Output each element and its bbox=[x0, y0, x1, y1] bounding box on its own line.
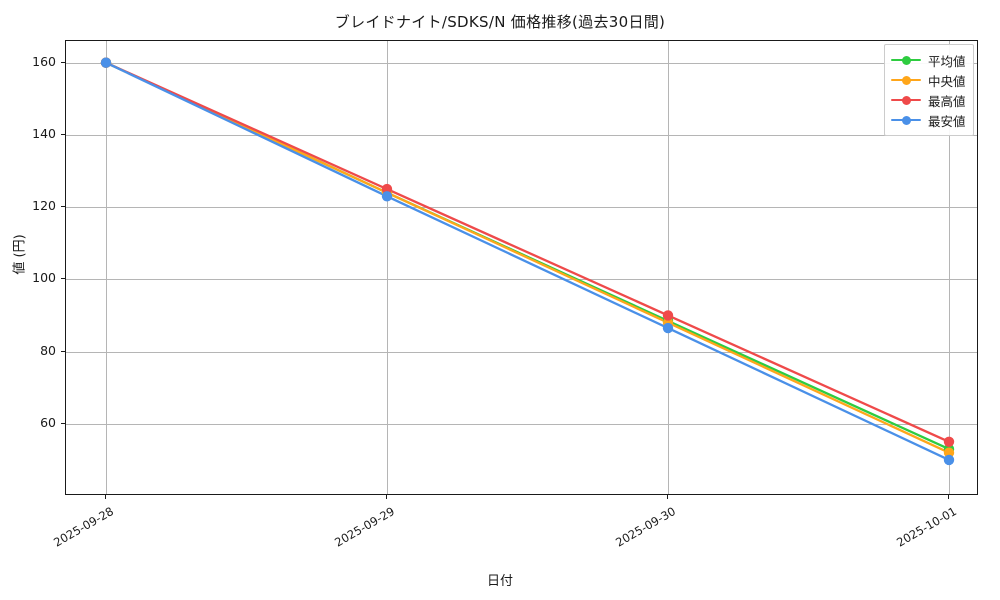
gridline-vertical bbox=[949, 41, 950, 494]
gridline-horizontal bbox=[66, 134, 977, 136]
y-axis-tick-label: 60 bbox=[40, 414, 56, 430]
series-line bbox=[104, 61, 951, 454]
series-line bbox=[104, 61, 951, 462]
legend-label: 最安値 bbox=[928, 113, 966, 129]
chart-title: ブレイドナイト/SDKS/N 価格推移(過去30日間) bbox=[334, 13, 666, 31]
x-axis-tick-label: 2025-09-28 bbox=[51, 504, 116, 550]
gridline-horizontal bbox=[66, 207, 977, 209]
x-axis-tick-mark bbox=[948, 495, 949, 499]
x-axis-tick-label: 2025-09-30 bbox=[613, 504, 678, 550]
data-point-marker bbox=[100, 57, 112, 68]
y-axis-tick-mark bbox=[61, 133, 65, 135]
gridline-horizontal bbox=[66, 351, 977, 353]
data-point-marker bbox=[381, 183, 393, 195]
legend-swatch-icon bbox=[891, 114, 921, 126]
gridline-horizontal bbox=[66, 423, 977, 425]
x-axis-tick-mark bbox=[386, 495, 387, 499]
x-axis-tick-label: 2025-09-29 bbox=[332, 504, 397, 550]
data-point-marker bbox=[943, 436, 955, 447]
legend-swatch-icon bbox=[891, 54, 921, 66]
y-axis-tick-mark bbox=[61, 350, 65, 352]
legend-item[interactable]: 最高値 bbox=[891, 90, 966, 110]
y-axis-tick-label: 140 bbox=[32, 125, 56, 141]
gridline-horizontal bbox=[66, 62, 977, 64]
x-axis-tick-mark bbox=[667, 495, 668, 499]
x-axis-title: 日付 bbox=[486, 574, 513, 589]
legend-label: 最高値 bbox=[928, 93, 966, 109]
y-axis-tick-label: 120 bbox=[32, 198, 56, 214]
plot-area bbox=[65, 40, 978, 495]
legend-item[interactable]: 平均値 bbox=[891, 50, 966, 70]
y-axis-tick-mark bbox=[61, 278, 65, 280]
legend-item[interactable]: 中央値 bbox=[891, 70, 966, 90]
series-line bbox=[104, 61, 951, 443]
gridline-vertical bbox=[668, 41, 669, 494]
data-point-marker bbox=[662, 322, 674, 334]
data-point-marker bbox=[381, 191, 393, 202]
data-point-marker bbox=[662, 310, 674, 321]
y-axis-tick-mark bbox=[61, 61, 65, 63]
legend-label: 平均値 bbox=[928, 53, 966, 69]
y-axis-tick-label: 100 bbox=[32, 270, 56, 286]
legend-swatch-icon bbox=[891, 74, 921, 86]
gridline-vertical bbox=[387, 41, 388, 494]
y-axis-tick-mark bbox=[61, 206, 65, 208]
series-layer bbox=[100, 57, 955, 466]
legend-label: 中央値 bbox=[928, 73, 966, 89]
y-axis-tick-mark bbox=[61, 422, 65, 424]
data-point-marker bbox=[943, 447, 955, 458]
chart-legend: 平均値中央値最高値最安値 bbox=[884, 44, 974, 136]
x-axis-tick-label: 2025-10-01 bbox=[894, 504, 959, 550]
gridline-horizontal bbox=[66, 279, 977, 281]
gridline-vertical bbox=[106, 41, 107, 494]
x-axis-tick-mark bbox=[105, 495, 106, 499]
y-axis-tick-label: 80 bbox=[40, 342, 56, 358]
legend-swatch-icon bbox=[891, 94, 921, 106]
plot-inner bbox=[66, 41, 977, 494]
y-axis-tick-label: 160 bbox=[32, 53, 56, 69]
data-point-marker bbox=[943, 454, 955, 466]
legend-item[interactable]: 最安値 bbox=[891, 110, 966, 130]
